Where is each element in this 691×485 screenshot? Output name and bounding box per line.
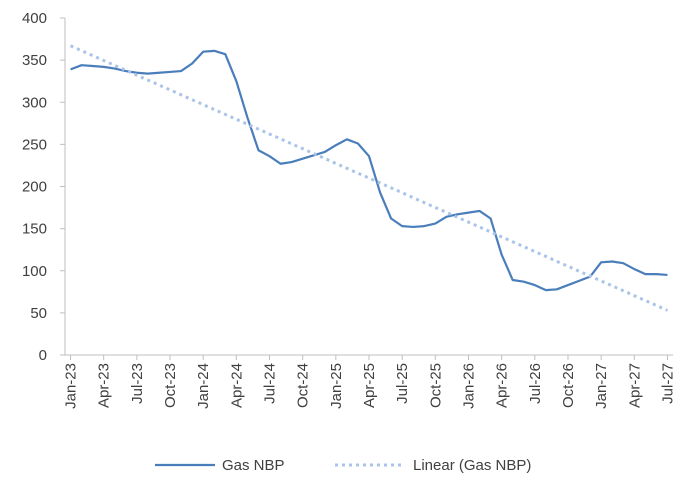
x-tick-label: Oct-24	[295, 363, 312, 408]
y-tick-label: 0	[39, 347, 47, 364]
x-tick-label: Jul-25	[394, 363, 411, 404]
legend-label: Linear (Gas NBP)	[413, 457, 531, 474]
legend-label: Gas NBP	[222, 457, 285, 474]
x-tick-label: Jul-27	[659, 363, 676, 404]
y-tick-label: 350	[22, 52, 47, 69]
series-line	[70, 49, 668, 292]
y-tick-label: 150	[22, 221, 47, 238]
x-tick-label: Oct-23	[162, 363, 179, 408]
x-tick-label: Apr-27	[626, 363, 643, 408]
x-tick-label: Jan-25	[328, 363, 345, 409]
y-tick-label: 100	[22, 263, 47, 280]
x-tick-label: Jan-23	[63, 363, 80, 409]
x-tick-label: Apr-23	[96, 363, 113, 408]
x-tick-label: Apr-25	[361, 363, 378, 408]
series-line	[69, 44, 669, 312]
y-tick-label: 300	[22, 94, 47, 111]
x-tick-label: Jul-26	[527, 363, 544, 404]
y-tick-label: 250	[22, 136, 47, 153]
x-tick-label: Jan-27	[593, 363, 610, 409]
y-tick-label: 200	[22, 179, 47, 196]
x-tick-label: Oct-26	[560, 363, 577, 408]
x-tick-label: Apr-24	[228, 363, 245, 408]
y-tick-label: 50	[30, 305, 47, 322]
y-tick-label: 400	[22, 10, 47, 27]
x-tick-label: Jan-24	[195, 363, 212, 409]
x-tick-label: Apr-26	[494, 363, 511, 408]
x-tick-label: Oct-25	[427, 363, 444, 408]
x-tick-label: Jul-24	[262, 363, 279, 404]
x-tick-label: Jul-23	[129, 363, 146, 404]
x-tick-label: Jan-26	[460, 363, 477, 409]
